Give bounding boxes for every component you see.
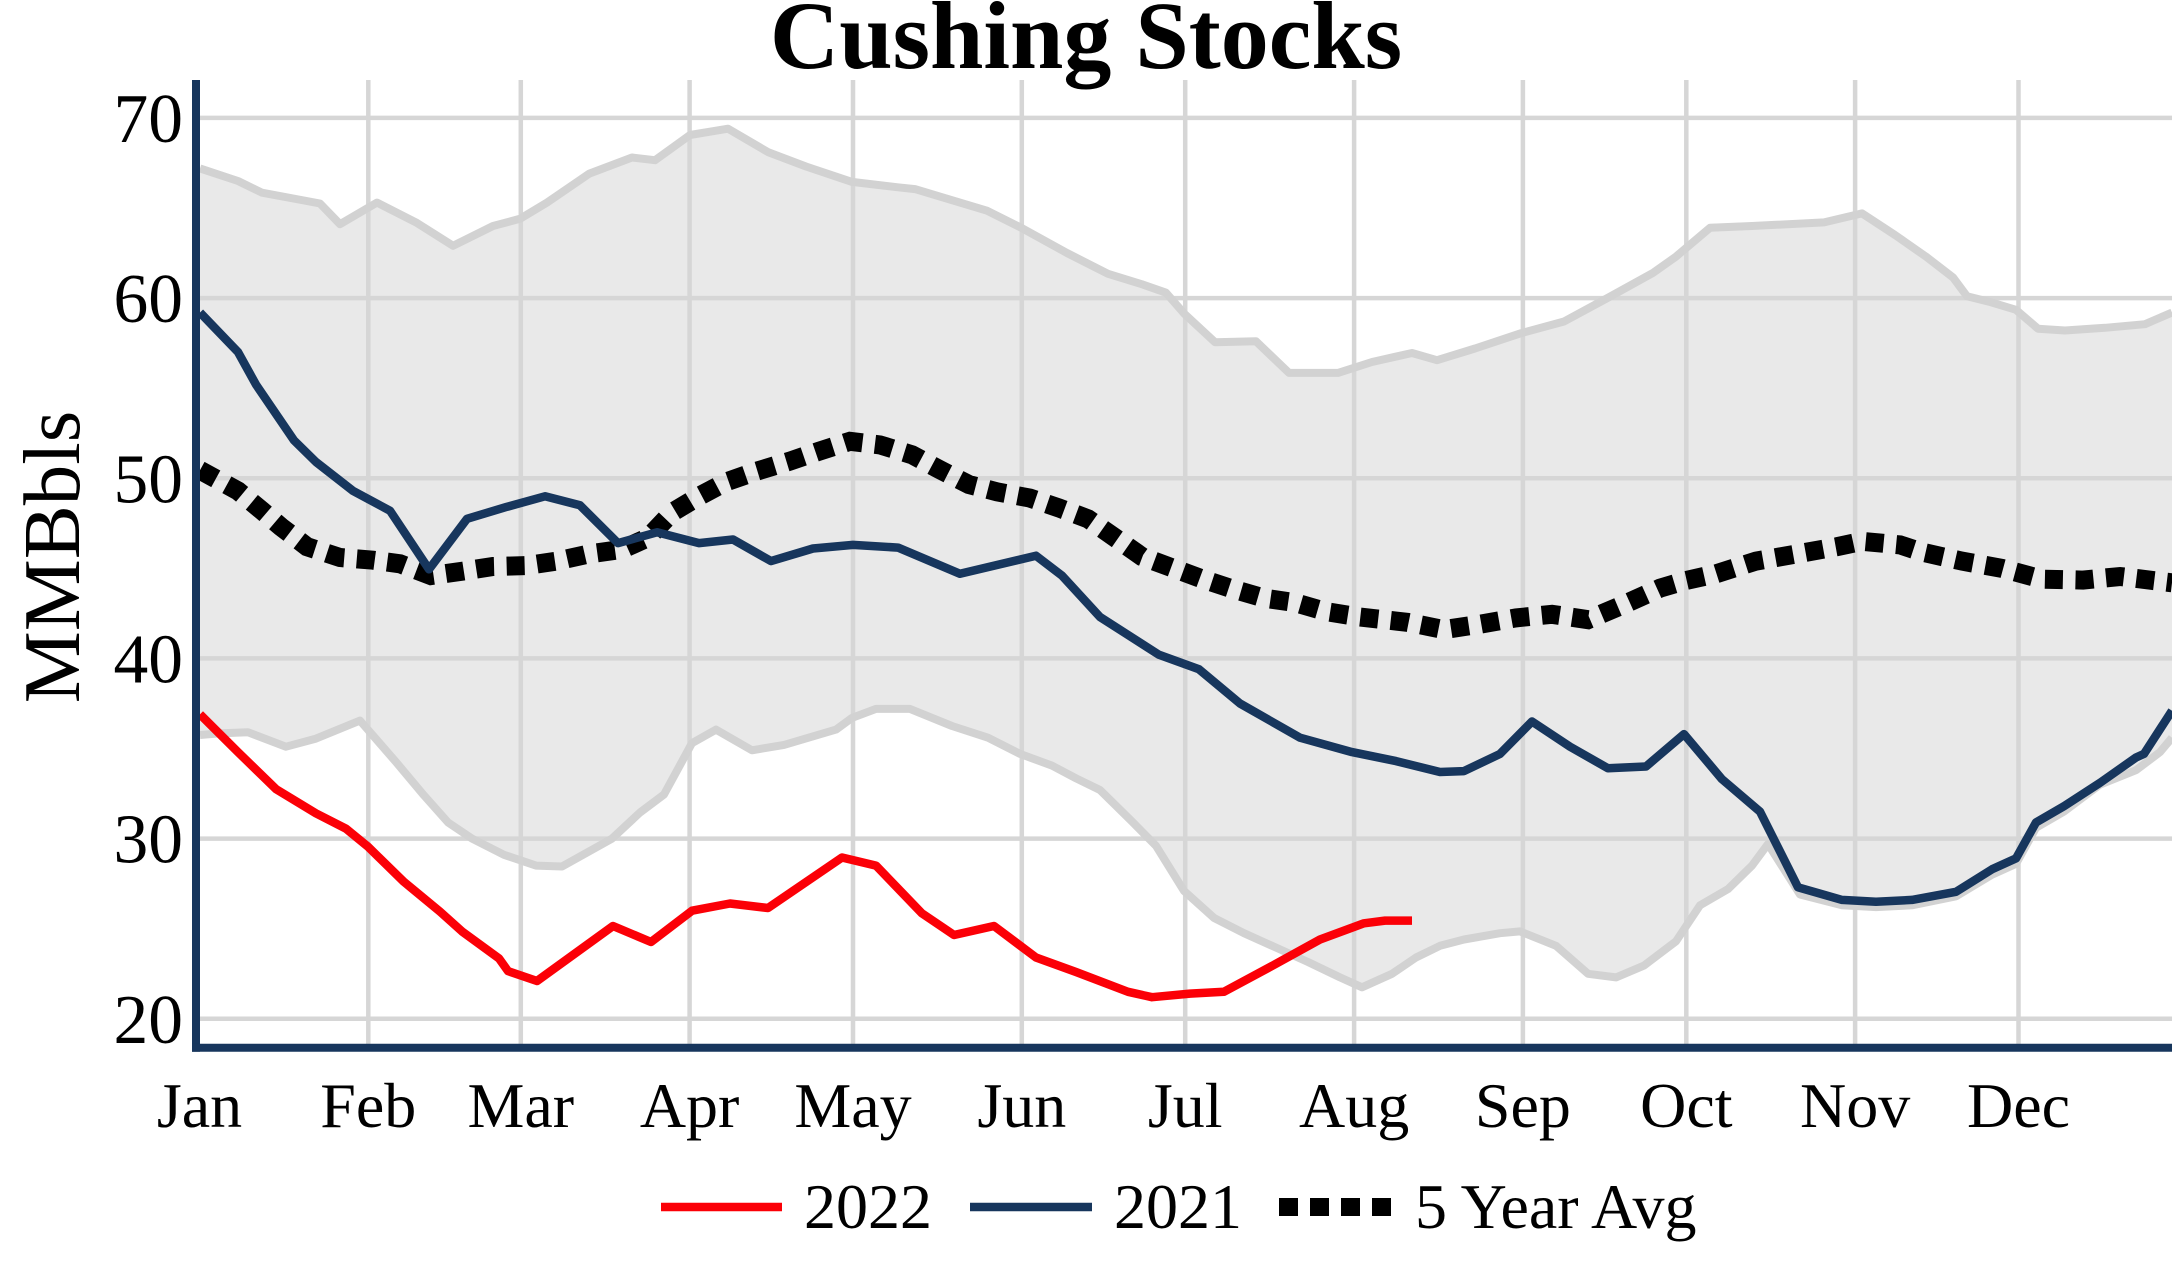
svg-text:Jun: Jun bbox=[977, 1070, 1066, 1141]
svg-text:Cushing Stocks: Cushing Stocks bbox=[770, 0, 1402, 89]
svg-text:Mar: Mar bbox=[467, 1070, 574, 1141]
svg-text:40: 40 bbox=[114, 621, 184, 698]
svg-text:Dec: Dec bbox=[1967, 1070, 2070, 1141]
svg-text:70: 70 bbox=[114, 81, 184, 158]
svg-text:2022: 2022 bbox=[804, 1171, 932, 1242]
svg-text:Feb: Feb bbox=[320, 1070, 416, 1141]
svg-text:60: 60 bbox=[114, 261, 184, 338]
svg-text:Jan: Jan bbox=[157, 1070, 242, 1141]
svg-text:Nov: Nov bbox=[1800, 1070, 1910, 1141]
svg-text:Apr: Apr bbox=[640, 1070, 740, 1141]
svg-text:5 Year Avg: 5 Year Avg bbox=[1415, 1171, 1697, 1242]
svg-text:20: 20 bbox=[114, 982, 184, 1059]
svg-text:30: 30 bbox=[114, 802, 184, 879]
svg-text:Oct: Oct bbox=[1640, 1070, 1733, 1141]
svg-text:2021: 2021 bbox=[1114, 1171, 1242, 1242]
svg-text:MMBbls: MMBbls bbox=[7, 411, 97, 704]
svg-text:Sep: Sep bbox=[1475, 1070, 1571, 1141]
svg-text:May: May bbox=[794, 1070, 911, 1141]
svg-text:Jul: Jul bbox=[1148, 1070, 1223, 1141]
svg-text:50: 50 bbox=[114, 441, 184, 518]
svg-text:Aug: Aug bbox=[1299, 1070, 1409, 1141]
